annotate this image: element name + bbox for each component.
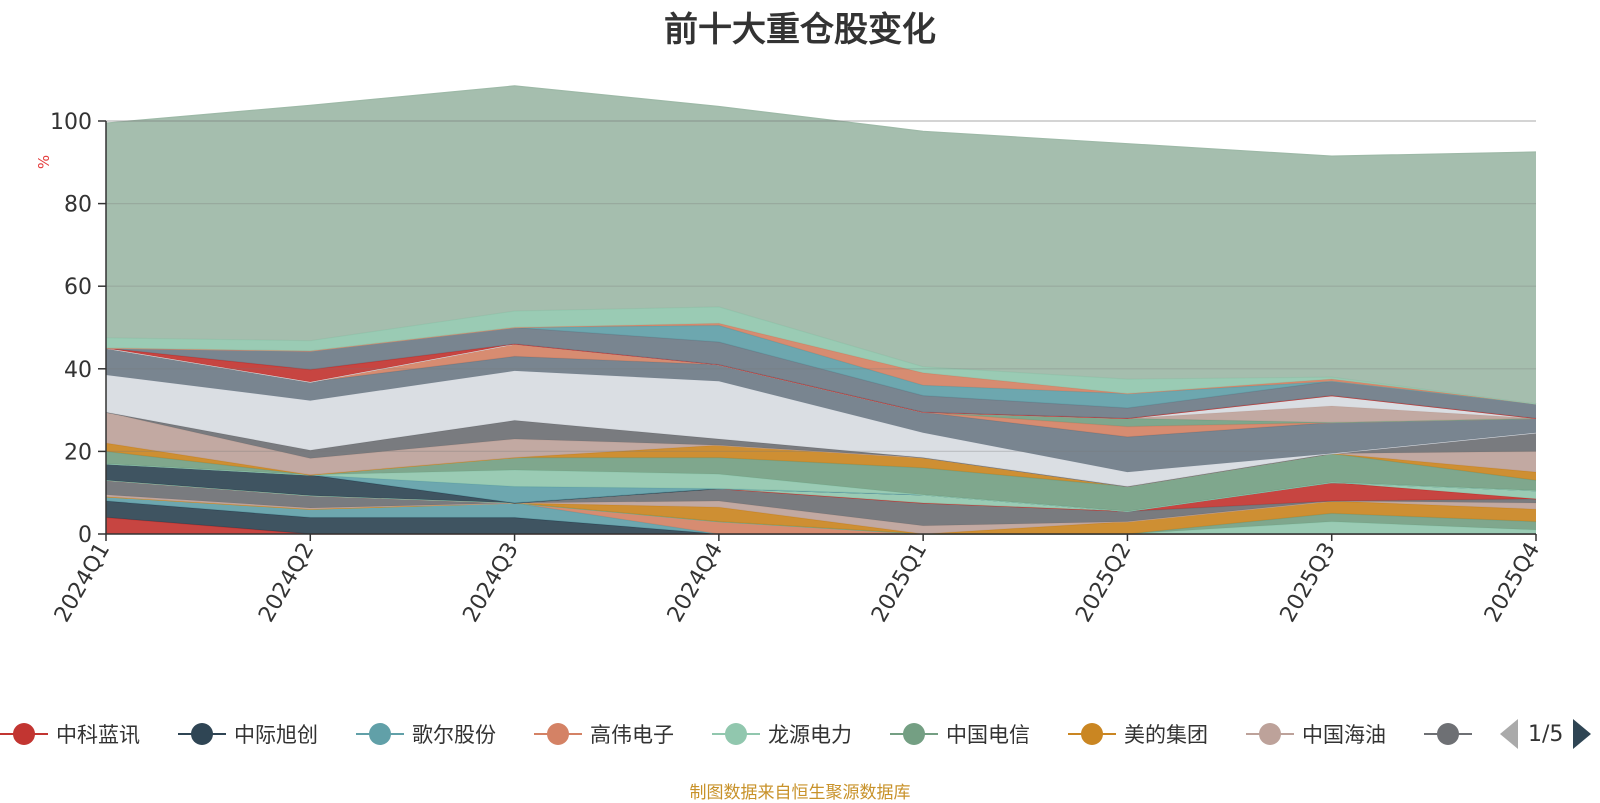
source-note: 制图数据来自恒生聚源数据库	[689, 783, 911, 803]
legend-pager: 1/5	[1500, 714, 1592, 754]
x-tick-label: 2024Q1	[50, 539, 115, 627]
y-tick-label: 80	[64, 193, 92, 218]
x-tick-label: 2025Q4	[1480, 539, 1545, 627]
series-area-12	[106, 463, 1536, 512]
chart-area: 0 20 40 60 80 100 2024Q1 2024Q2 2024Q3 2024Q4 2025…	[35, 85, 1545, 627]
series-area-23	[106, 344, 1536, 423]
legend-items: 中科蓝讯 中际旭创 歌尔股份 高伟电子 龙源电力 中国电信 美的集团 中国海油	[0, 714, 1478, 754]
legend-item[interactable]	[1424, 714, 1478, 754]
series-area-18	[106, 412, 1536, 487]
series-area-27	[106, 325, 1536, 408]
legend-item[interactable]: 中国海油	[1246, 714, 1386, 754]
legend-item[interactable]: 中际旭创	[178, 714, 318, 754]
legend-label: 中科蓝讯	[56, 723, 140, 747]
legend-item[interactable]: 歌尔股份	[356, 714, 496, 754]
legend-swatch-icon	[890, 719, 938, 749]
legend-item[interactable]: 中科蓝讯	[0, 714, 140, 754]
chart-legend: 中科蓝讯 中际旭创 歌尔股份 高伟电子 龙源电力 中国电信 美的集团 中国海油 1/5	[0, 714, 1600, 754]
legend-label: 中国海油	[1302, 723, 1386, 747]
legend-label: 歌尔股份	[412, 723, 496, 747]
legend-item[interactable]: 高伟电子	[534, 714, 674, 754]
y-tick-label: 60	[64, 275, 92, 300]
series-area-11	[106, 480, 1536, 512]
y-tick-label: 20	[64, 440, 92, 465]
series-area-26	[106, 327, 1536, 419]
x-tick-label: 2025Q3	[1276, 539, 1341, 627]
legend-swatch-icon	[1068, 719, 1116, 749]
series-area-3	[106, 496, 1536, 534]
legend-item[interactable]: 美的集团	[1068, 714, 1208, 754]
legend-swatch-icon	[1424, 719, 1472, 749]
series-area-10	[106, 480, 1536, 512]
series-area-9	[106, 480, 1536, 526]
x-tick-label: 2025Q1	[867, 539, 932, 627]
series-area-29	[106, 306, 1536, 404]
series-area-20	[106, 348, 1536, 473]
series-area-19	[106, 370, 1536, 487]
legend-swatch-icon	[1246, 719, 1294, 749]
series-line-30	[105, 85, 1537, 157]
x-tick-label: 2024Q2	[254, 539, 319, 627]
series-area-14	[106, 463, 1536, 512]
series-area-30	[106, 85, 1536, 404]
legend-label: 中际旭创	[234, 723, 318, 747]
y-tick-label: 0	[78, 523, 92, 548]
series-area-1	[106, 517, 1536, 534]
legend-prev-page-button[interactable]	[1500, 719, 1518, 749]
legend-swatch-icon	[0, 719, 48, 749]
legend-swatch-icon	[534, 719, 582, 749]
y-tick-label: 100	[50, 110, 92, 135]
legend-swatch-icon	[712, 719, 760, 749]
y-axis-label: %	[35, 155, 53, 169]
legend-label: 龙源电力	[768, 723, 852, 747]
series-area-15	[106, 451, 1536, 512]
legend-page-indicator: 1/5	[1528, 721, 1564, 747]
chart-title: 前十大重仓股变化	[664, 10, 936, 50]
series-area-7	[106, 496, 1536, 534]
series-line-14	[105, 463, 1537, 512]
legend-label: 中国电信	[946, 723, 1030, 747]
legend-item[interactable]: 中国电信	[890, 714, 1030, 754]
series-area-5	[106, 496, 1536, 534]
x-tick-label: 2024Q3	[458, 539, 523, 627]
series-area-8	[106, 494, 1536, 534]
legend-swatch-icon	[178, 719, 226, 749]
series-area-2	[106, 501, 1536, 534]
legend-label: 美的集团	[1124, 723, 1208, 747]
x-tick-label: 2024Q4	[663, 539, 728, 627]
legend-next-page-button[interactable]	[1573, 719, 1592, 749]
legend-label: 高伟电子	[590, 723, 674, 747]
y-tick-label: 40	[64, 358, 92, 383]
x-tick-label: 2025Q2	[1071, 539, 1136, 627]
legend-swatch-icon	[356, 719, 404, 749]
legend-item[interactable]: 龙源电力	[712, 714, 852, 754]
